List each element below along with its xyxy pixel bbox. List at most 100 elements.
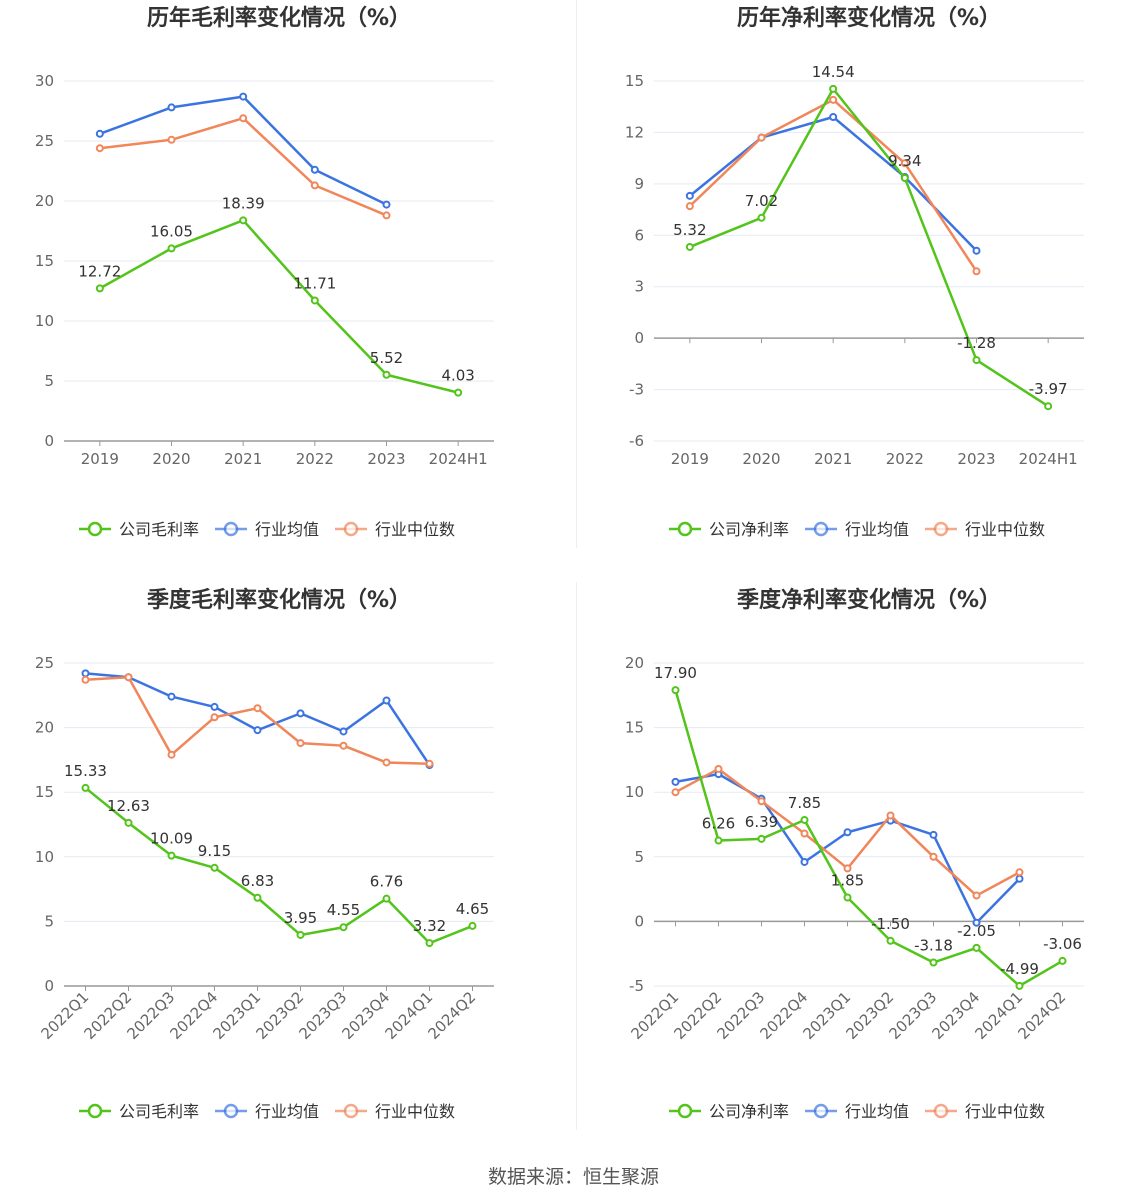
data-point xyxy=(425,759,434,768)
data-label: 7.85 xyxy=(788,794,821,812)
quarterly-net-margin-svg: 季度净利率变化情况（%）-5051015202022Q12022Q22022Q3… xyxy=(625,587,1084,1121)
data-point xyxy=(671,788,680,797)
data-point xyxy=(829,84,838,93)
legend-label: 行业均值 xyxy=(255,1102,319,1121)
data-label: 16.05 xyxy=(150,222,193,240)
series-line xyxy=(85,672,431,766)
legend-marker xyxy=(343,521,359,537)
data-point xyxy=(843,893,852,902)
data-point xyxy=(339,741,348,750)
y-tick-label: 10 xyxy=(35,848,54,866)
quarterly-gross-margin-svg: 季度毛利率变化情况（%）05101520252022Q12022Q22022Q3… xyxy=(35,587,494,1121)
series-line xyxy=(99,95,388,206)
data-point xyxy=(253,726,262,735)
data-label: 4.65 xyxy=(456,900,489,918)
y-tick-label: 30 xyxy=(35,72,54,90)
y-tick-label: 25 xyxy=(35,654,54,672)
data-point xyxy=(296,709,305,718)
data-point xyxy=(685,242,694,251)
panel-divider-bottom xyxy=(576,582,577,1130)
annual-gross-margin-svg: 历年毛利率变化情况（%） 0 5 10 15 20 25 30 2019 2020 2021 2022… xyxy=(35,5,494,539)
data-label: -1.28 xyxy=(957,334,996,352)
x-tick-label: 2023 xyxy=(957,450,995,468)
quarterly-net-margin-chart: 季度净利率变化情况（%） -5 0 5 10 15 20 2022Q1 2022Q2 2022Q3… xyxy=(574,582,1147,1162)
data-point xyxy=(900,174,909,183)
data-label: 6.76 xyxy=(370,873,403,891)
data-label: 15.33 xyxy=(64,762,107,780)
data-point xyxy=(829,95,838,104)
data-point xyxy=(167,103,176,112)
chart-title: 历年毛利率变化情况（%） xyxy=(147,5,411,31)
data-label: 17.90 xyxy=(654,664,697,682)
legend-label: 行业中位数 xyxy=(965,520,1045,539)
legend-marker xyxy=(343,1103,359,1119)
y-tick-label: 0 xyxy=(44,432,54,450)
data-label: 6.39 xyxy=(745,813,778,831)
legend-label: 公司净利率 xyxy=(709,1102,789,1121)
data-point xyxy=(972,246,981,255)
data-point xyxy=(95,144,104,153)
data-point xyxy=(239,92,248,101)
legend-marker xyxy=(813,1103,829,1119)
legend-label: 行业均值 xyxy=(845,520,909,539)
data-point xyxy=(95,284,104,293)
data-point xyxy=(900,159,909,168)
series-line xyxy=(689,87,1049,408)
data-point xyxy=(210,713,219,722)
x-tick-label: 2024Q2 xyxy=(1015,988,1070,1043)
data-label: 5.32 xyxy=(673,221,706,239)
data-label: 4.55 xyxy=(327,901,360,919)
legend-marker xyxy=(677,1103,693,1119)
y-tick-label: 5 xyxy=(44,372,54,390)
data-point xyxy=(81,669,90,678)
x-tick-label: 2024H1 xyxy=(1019,450,1078,468)
legend-label: 行业中位数 xyxy=(965,1102,1045,1121)
data-point xyxy=(167,692,176,701)
data-point xyxy=(253,704,262,713)
legend-marker xyxy=(87,521,103,537)
chart-title: 季度净利率变化情况（%） xyxy=(737,587,1001,613)
data-point xyxy=(929,830,938,839)
data-point xyxy=(167,851,176,860)
annual-net-margin-svg: 历年净利率变化情况（%） -6 -3 0 3 6 9 12 15 2019 2020 2021 2022… xyxy=(625,5,1084,539)
data-label: -1.50 xyxy=(871,915,910,933)
series-line xyxy=(84,786,473,945)
quarterly-gross-margin-chart: 季度毛利率变化情况（%） 0 5 10 15 20 25 2022Q1 2022Q2 2022Q3… xyxy=(0,582,573,1162)
data-point xyxy=(886,811,895,820)
data-label: 18.39 xyxy=(222,194,265,212)
legend-label: 行业中位数 xyxy=(375,1102,455,1121)
data-label: 3.95 xyxy=(284,909,317,927)
data-point xyxy=(382,370,391,379)
data-label: 10.09 xyxy=(150,830,193,848)
data-point xyxy=(886,936,895,945)
y-tick-label: 15 xyxy=(35,252,54,270)
series-line xyxy=(85,675,430,766)
y-tick-label: 3 xyxy=(634,278,644,296)
y-tick-label: 6 xyxy=(634,226,644,244)
data-label: 11.71 xyxy=(293,274,336,292)
data-label: 9.15 xyxy=(198,842,231,860)
legend-marker xyxy=(677,521,693,537)
data-point xyxy=(425,939,434,948)
legend-marker xyxy=(933,521,949,537)
legend-marker xyxy=(223,1103,239,1119)
data-point xyxy=(95,129,104,138)
data-point xyxy=(1058,956,1067,965)
data-point xyxy=(81,783,90,792)
y-tick-label: 0 xyxy=(44,977,54,995)
data-point xyxy=(124,818,133,827)
y-tick-label: 15 xyxy=(625,72,644,90)
data-point xyxy=(757,133,766,142)
data-point xyxy=(382,211,391,220)
y-tick-label: 15 xyxy=(625,719,644,737)
y-tick-label: -6 xyxy=(629,432,644,450)
legend-marker xyxy=(813,521,829,537)
data-label: 12.63 xyxy=(107,797,150,815)
legend-marker xyxy=(933,1103,949,1119)
data-point xyxy=(253,893,262,902)
data-point xyxy=(929,852,938,861)
x-tick-label: 2021 xyxy=(224,450,262,468)
data-point xyxy=(685,202,694,211)
data-label: 4.03 xyxy=(441,367,474,385)
legend-label: 行业中位数 xyxy=(375,520,455,539)
